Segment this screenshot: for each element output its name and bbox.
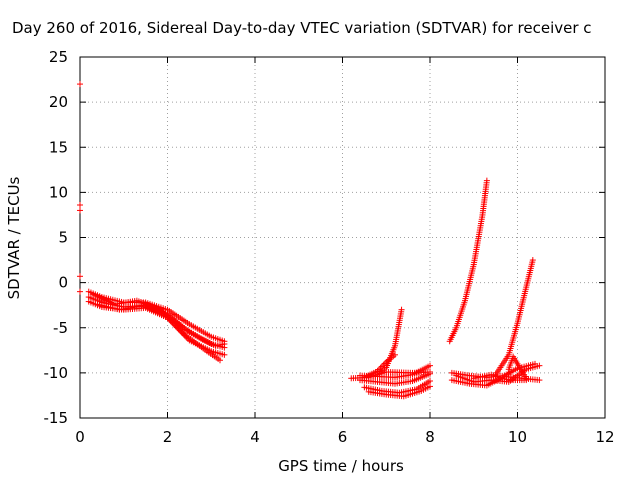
x-tick-label: 4 xyxy=(250,428,260,446)
y-tick-label: 0 xyxy=(58,274,68,292)
x-axis-label: GPS time / hours xyxy=(278,457,404,475)
data-point xyxy=(536,362,543,369)
x-tick-label: 0 xyxy=(75,428,85,446)
y-tick-label: 15 xyxy=(49,138,68,156)
data-point xyxy=(77,81,83,88)
data-point xyxy=(392,351,398,358)
y-tick-label: 5 xyxy=(58,229,68,247)
data-point xyxy=(221,351,228,358)
data-point xyxy=(427,383,433,390)
data-point xyxy=(217,357,223,364)
chart-title: Day 260 of 2016, Sidereal Day-to-day VTE… xyxy=(12,19,592,37)
x-tick-label: 8 xyxy=(425,428,435,446)
data-point xyxy=(427,377,433,384)
data-point xyxy=(398,306,405,313)
y-tick-label: -10 xyxy=(44,364,69,382)
data-point xyxy=(77,207,83,214)
data-point xyxy=(77,273,83,280)
grid xyxy=(80,57,605,418)
x-tick-label: 12 xyxy=(595,428,614,446)
axis-ticks: -15 -10 -5 0 5 10 15 20 25 0 2 4 6 8 10 12 xyxy=(44,48,615,446)
y-tick-label: 20 xyxy=(49,93,68,111)
data-point xyxy=(483,177,490,184)
data-point xyxy=(427,368,433,375)
y-axis-label: SDTVAR / TECUs xyxy=(5,176,23,299)
y-tick-label: -15 xyxy=(44,409,69,427)
x-tick-label: 2 xyxy=(163,428,173,446)
x-tick-label: 6 xyxy=(338,428,348,446)
data-point xyxy=(523,377,530,384)
data-point xyxy=(77,288,83,295)
data-point xyxy=(529,257,536,264)
y-tick-label: 10 xyxy=(49,183,68,201)
data-point xyxy=(536,377,543,384)
data-points xyxy=(77,81,543,400)
y-tick-label: -5 xyxy=(53,319,68,337)
y-tick-label: 25 xyxy=(49,48,68,66)
x-tick-label: 10 xyxy=(508,428,527,446)
data-point xyxy=(77,202,83,209)
data-point xyxy=(427,362,433,369)
data-point xyxy=(221,340,228,347)
